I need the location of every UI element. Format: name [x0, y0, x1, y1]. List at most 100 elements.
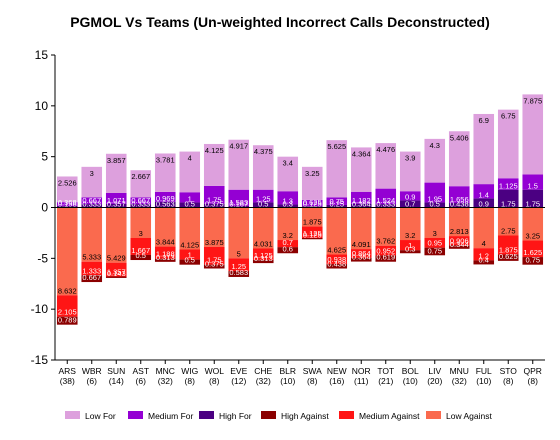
bar-high-for-mnu — [448, 203, 470, 208]
data-label-high-against: 0.667 — [82, 273, 101, 282]
bar-low-for-liv — [424, 138, 446, 183]
data-label-high-for: 0.333 — [376, 200, 395, 209]
data-label-low-for: 2.667 — [131, 172, 150, 181]
data-label-high-for: 0.5 — [185, 200, 195, 209]
bar-low-for-eve — [228, 139, 250, 190]
x-tick-label-games: (8) — [528, 376, 539, 386]
bar-low-against-sun — [105, 207, 127, 263]
x-tick-label-team: LIV — [428, 366, 441, 376]
bar-medium-for-wol — [203, 185, 225, 204]
bar-high-against-sun — [105, 276, 127, 278]
bar-low-against-che — [252, 207, 274, 249]
x-tick-label-team: WOL — [205, 366, 225, 376]
data-label-medium-for: 1.95 — [427, 194, 442, 203]
bar-medium-against-wig — [179, 249, 201, 260]
bar-high-against-mnc — [154, 258, 176, 262]
bar-low-against-tot — [375, 207, 397, 246]
bar-high-against-wbr — [81, 275, 103, 283]
data-label-high-for: 0.364 — [352, 200, 371, 209]
bar-low-against-mnu — [448, 207, 470, 237]
bar-medium-for-swa — [301, 199, 323, 207]
data-label-low-for: 4.375 — [254, 147, 273, 156]
bar-medium-for-nor — [350, 191, 372, 204]
bar-medium-for-wig — [179, 192, 201, 203]
y-tick-label: 10 — [35, 99, 49, 113]
bar-high-against-blr — [277, 247, 299, 254]
bar-low-for-mnc — [154, 153, 176, 192]
bar-medium-for-wbr — [81, 197, 103, 205]
chart-title: PGMOL Vs Teams (Un-weighted Incorrect Ca… — [70, 14, 490, 30]
data-label-medium-against: 0.95 — [427, 239, 442, 248]
bar-low-for-che — [252, 145, 274, 190]
x-tick-label-team: SUN — [107, 366, 125, 376]
x-tick-label-team: ARS — [59, 366, 77, 376]
x-tick-label-games: (8) — [185, 376, 196, 386]
bar-medium-for-sto — [497, 178, 519, 190]
bar-medium-for-sun — [105, 192, 127, 204]
bar-high-for-sun — [105, 203, 127, 208]
x-tick-label-team: QPR — [524, 366, 542, 376]
bar-high-for-nor — [350, 203, 372, 208]
data-label-medium-against: 1.333 — [82, 266, 101, 275]
data-label-high-against: 0.375 — [205, 260, 224, 269]
data-label-medium-against: 2.105 — [58, 308, 77, 317]
data-label-medium-against: 1.188 — [156, 250, 175, 259]
bar-low-for-swa — [301, 166, 323, 200]
x-tick-label-team: SWA — [303, 366, 322, 376]
data-label-medium-against: 1 — [408, 241, 412, 250]
data-label-high-for: 0.5 — [430, 200, 440, 209]
data-label-low-against: 1.875 — [303, 218, 322, 227]
data-label-medium-for: 0.9 — [405, 192, 415, 201]
bar-high-against-ast — [130, 254, 152, 261]
bar-medium-against-eve — [228, 258, 250, 272]
data-label-medium-for: 1.25 — [256, 194, 271, 203]
data-label-medium-for: 0.667 — [131, 196, 150, 205]
data-label-low-against: 3 — [433, 229, 437, 238]
bar-medium-against-mnu — [448, 236, 470, 246]
bar-low-against-nor — [350, 207, 372, 250]
bar-low-against-liv — [424, 207, 446, 238]
data-label-low-against: 2.813 — [450, 227, 469, 236]
x-tick-label-games: (14) — [109, 376, 124, 386]
legend-label-high-for: High For — [219, 411, 252, 421]
bar-low-for-tot — [375, 143, 397, 189]
bar-high-for-che — [252, 202, 274, 208]
data-label-high-for: 0.375 — [205, 200, 224, 209]
bar-low-against-ars — [56, 207, 78, 296]
bar-high-for-ful — [473, 198, 495, 208]
bar-medium-against-sto — [497, 235, 519, 255]
bar-low-against-blr — [277, 207, 299, 241]
bar-low-against-bol — [399, 207, 421, 241]
legend-swatch-medium-for — [128, 411, 143, 419]
legend: Low For Medium For High For High Against Med… — [65, 411, 492, 421]
data-label-low-for: 3.25 — [305, 169, 320, 178]
data-label-high-for: 0.167 — [229, 200, 248, 209]
bar-low-against-wol — [203, 207, 225, 247]
x-tick-label-games: (38) — [60, 376, 75, 386]
data-label-high-against: 0.583 — [229, 268, 248, 277]
x-tick-label-team: NEW — [327, 366, 347, 376]
data-label-low-for: 4.917 — [229, 142, 248, 151]
data-label-low-for: 2.526 — [58, 178, 77, 187]
bar-medium-against-sun — [105, 262, 127, 277]
data-label-low-for: 4 — [188, 154, 192, 163]
bar-medium-for-blr — [277, 191, 299, 205]
bar-low-for-ful — [473, 113, 495, 185]
data-label-low-for: 7.875 — [523, 96, 542, 105]
bar-high-against-tot — [375, 255, 397, 262]
x-tick-label-games: (8) — [503, 376, 514, 386]
data-label-high-for: 0.3 — [283, 200, 293, 209]
bar-high-against-mnu — [448, 245, 470, 249]
data-label-low-for: 4.364 — [352, 149, 371, 158]
bar-low-against-ast — [130, 207, 152, 238]
bar-low-against-mnc — [154, 207, 176, 247]
bar-medium-for-mnu — [448, 186, 470, 204]
bar-low-for-blr — [277, 156, 299, 192]
x-axis: ARS(38)WBR(6)SUN(14)AST(6)MNC(32)WIG(8)W… — [55, 207, 545, 386]
bar-high-for-mnc — [154, 201, 176, 208]
data-label-high-against: 0.619 — [376, 253, 395, 262]
data-label-medium-for: 1.656 — [450, 195, 469, 204]
y-tick-label: 5 — [41, 150, 48, 164]
bar-medium-against-new — [326, 254, 348, 265]
bar-high-for-swa — [301, 206, 323, 208]
